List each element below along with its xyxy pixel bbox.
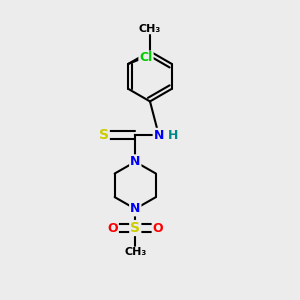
Text: N: N	[130, 155, 140, 168]
Text: S: S	[99, 128, 109, 142]
Text: CH₃: CH₃	[139, 24, 161, 34]
Text: N: N	[130, 202, 140, 215]
Text: O: O	[107, 221, 118, 235]
Text: N: N	[154, 129, 164, 142]
Text: S: S	[130, 221, 140, 235]
Text: H: H	[168, 129, 179, 142]
Text: Cl: Cl	[140, 52, 153, 64]
Text: CH₃: CH₃	[124, 247, 146, 257]
Text: O: O	[153, 221, 163, 235]
